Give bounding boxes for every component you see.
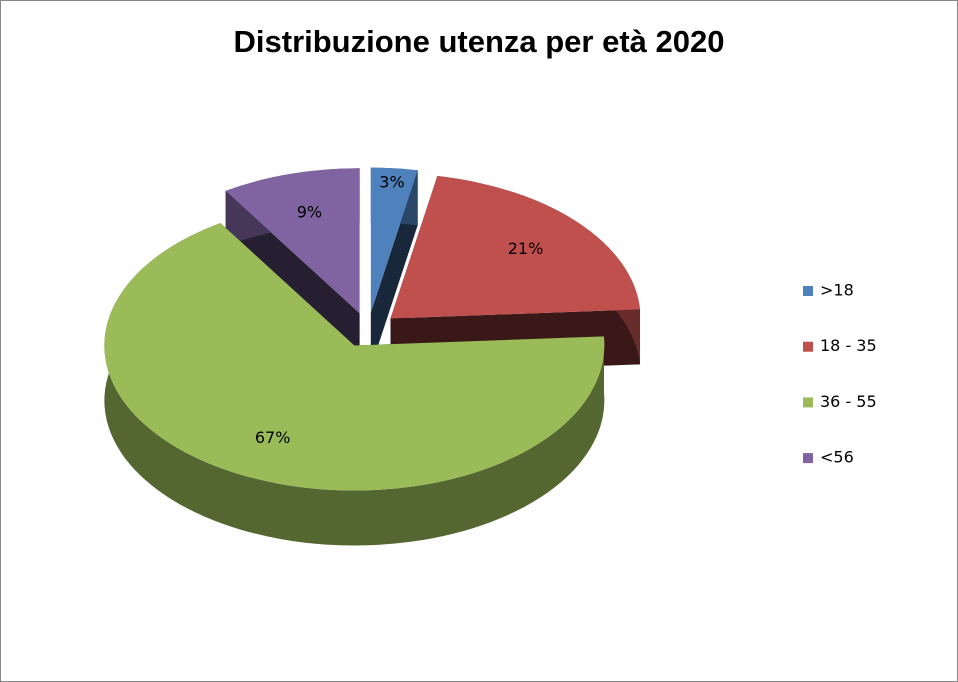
pie-slice (104, 223, 605, 491)
slice-radial-side (225, 168, 360, 369)
pie-slice (225, 168, 360, 314)
data-label: 3% (379, 172, 404, 191)
legend-swatch (803, 397, 813, 408)
legend-label: 18 - 35 (820, 336, 877, 355)
legend-label: >18 (820, 281, 854, 300)
chart-title: Distribuzione utenza per età 2020 (234, 24, 725, 59)
pie-slice (390, 176, 641, 319)
data-label: 21% (508, 239, 544, 258)
legend-swatch (803, 286, 813, 296)
legend-label: 36 - 55 (820, 392, 877, 411)
data-label: 67% (255, 428, 291, 447)
pie-slice (370, 167, 418, 313)
slice-radial-side (390, 176, 641, 374)
legend-swatch (803, 341, 813, 352)
legend-label: <56 (820, 448, 854, 467)
legend-swatch (803, 453, 813, 464)
data-label: 9% (297, 203, 322, 222)
